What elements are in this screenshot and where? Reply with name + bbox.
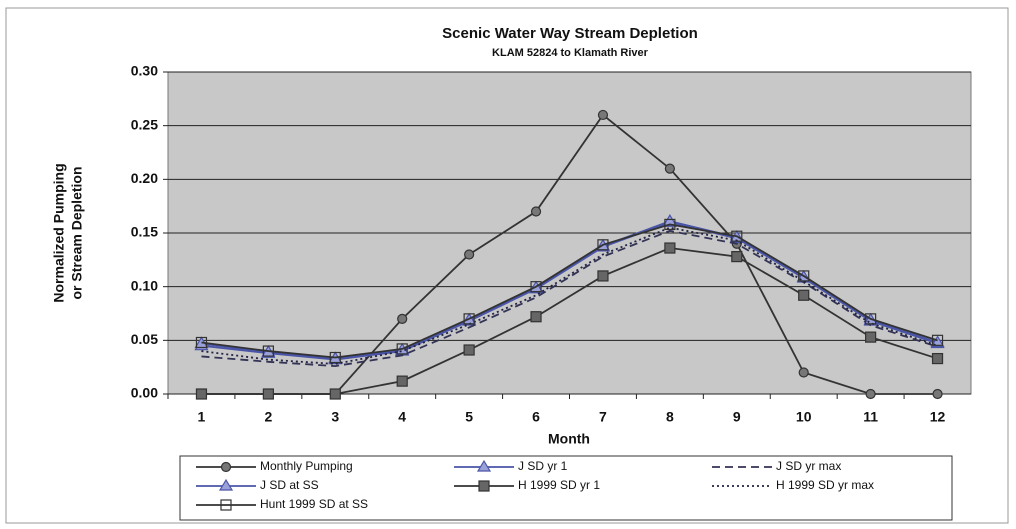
point <box>865 388 876 400</box>
point <box>664 218 676 231</box>
series-line <box>201 220 938 360</box>
y-tick-label: 0.15 <box>131 224 158 240</box>
point <box>262 388 274 400</box>
y-tick-label: 0.25 <box>131 116 158 132</box>
point <box>597 239 609 251</box>
y-axis-label: or Stream Depletion <box>69 166 85 299</box>
point <box>597 109 609 121</box>
y-tick-label: 0.20 <box>131 170 158 186</box>
point <box>329 351 341 364</box>
x-tick-label: 2 <box>264 409 272 425</box>
x-tick-label: 7 <box>599 409 607 425</box>
x-tick-label: 6 <box>532 409 540 425</box>
point <box>664 242 676 254</box>
x-tick-label: 8 <box>666 409 674 425</box>
y-tick-label: 0.30 <box>131 63 158 79</box>
point <box>195 336 208 349</box>
series-line <box>201 226 938 365</box>
legend-label: J SD at SS <box>260 478 319 492</box>
chart-subtitle: KLAM 52824 to Klamath River <box>492 47 649 59</box>
point <box>463 313 475 325</box>
x-tick-label: 11 <box>863 409 878 425</box>
point <box>931 352 944 365</box>
x-axis-label: Month <box>548 431 590 447</box>
legend-label: H 1999 SD yr max <box>776 478 874 492</box>
point <box>731 230 743 242</box>
y-tick-label: 0.00 <box>131 385 158 401</box>
point <box>397 313 408 324</box>
point <box>865 331 877 343</box>
point <box>932 388 943 400</box>
point <box>530 206 542 217</box>
series-line <box>201 229 938 367</box>
series-line <box>201 247 938 395</box>
point <box>464 249 475 260</box>
legend-box <box>179 455 953 521</box>
x-tick-label: 3 <box>331 409 339 425</box>
legend-marker <box>478 480 490 492</box>
point <box>530 311 542 323</box>
point <box>329 388 341 400</box>
point <box>597 270 609 282</box>
x-tick-label: 5 <box>465 409 473 425</box>
x-tick-label: 4 <box>398 409 406 425</box>
legend-marker <box>218 478 234 491</box>
legend-label: Monthly Pumping <box>260 459 353 473</box>
y-tick-label: 0.10 <box>131 277 158 293</box>
series-line <box>201 223 938 359</box>
y-tick-label: 0.05 <box>131 331 158 347</box>
point <box>396 343 408 355</box>
legend-label: J SD yr max <box>776 459 841 473</box>
point <box>731 251 743 263</box>
point <box>798 367 809 378</box>
point <box>664 163 675 174</box>
legend-marker <box>220 499 232 511</box>
x-tick-label: 1 <box>198 409 206 425</box>
x-tick-label: 12 <box>930 409 946 425</box>
legend-label: Hunt 1999 SD at SS <box>260 497 368 511</box>
legend-label: H 1999 SD yr 1 <box>518 478 600 492</box>
legend-marker <box>220 461 232 473</box>
legend-marker <box>476 459 492 472</box>
point <box>396 375 408 387</box>
point <box>798 270 810 282</box>
x-tick-label: 10 <box>796 409 812 425</box>
point <box>798 289 810 301</box>
point <box>931 334 944 346</box>
point <box>865 313 877 325</box>
point <box>195 388 208 400</box>
x-tick-label: 9 <box>733 409 741 425</box>
point <box>463 344 475 356</box>
chart-title: Scenic Water Way Stream Depletion <box>442 25 698 42</box>
legend-label: J SD yr 1 <box>518 459 568 473</box>
series-line <box>201 221 938 361</box>
y-axis-label: Normalized Pumping <box>51 163 67 302</box>
point <box>530 281 542 293</box>
point <box>262 345 274 357</box>
